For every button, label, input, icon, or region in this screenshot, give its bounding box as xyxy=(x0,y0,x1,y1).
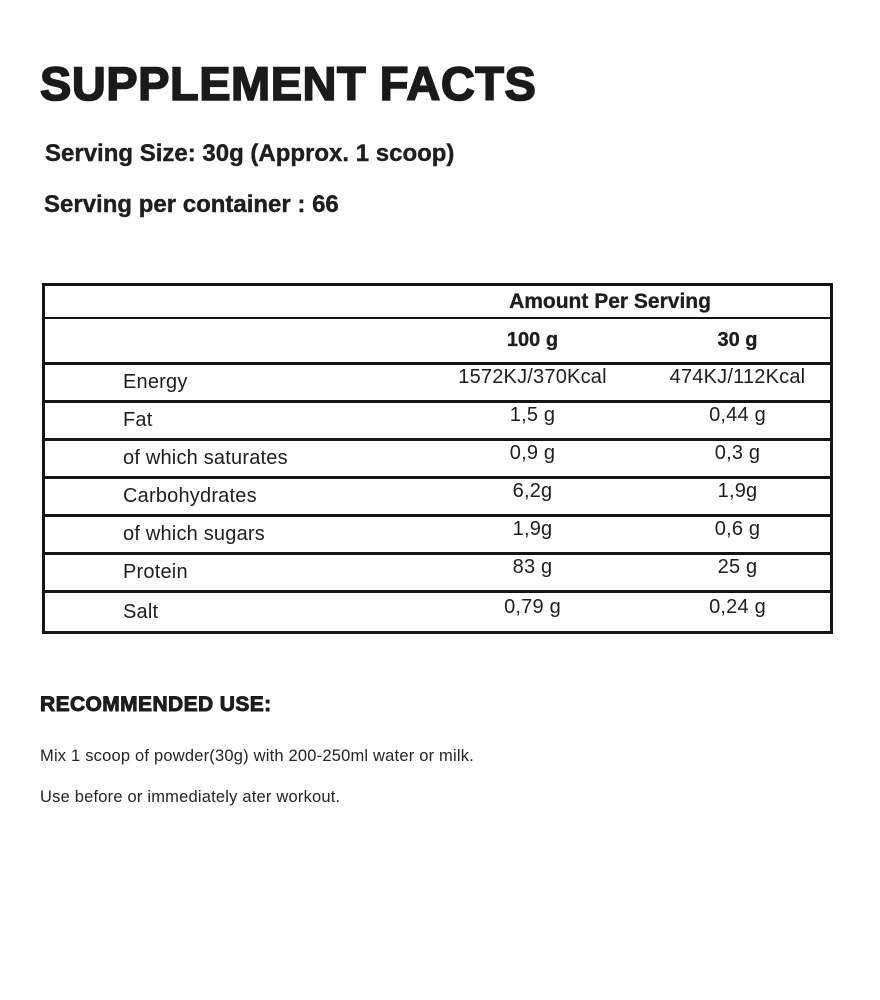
row-value-100g: 0,9 g xyxy=(509,442,556,464)
row-label: Salt xyxy=(123,600,159,623)
row-value-100g: 0,79 g xyxy=(504,595,561,618)
page-title: SUPPLEMENT FACTS xyxy=(39,57,537,110)
table-header-row: Amount Per Serving xyxy=(45,286,830,319)
row-value-30g: 0,24 g xyxy=(709,595,766,618)
table-row-protein: Protein 83 g 25 g xyxy=(45,555,830,593)
row-value-100g: 6,2g xyxy=(512,480,553,502)
row-value-30g: 0,6 g xyxy=(714,518,761,540)
serving-size-text: Serving Size: 30g (Approx. 1 scoop) xyxy=(45,140,455,167)
row-label: of which sugars xyxy=(123,523,265,545)
row-value-30g: 25 g xyxy=(717,556,758,578)
table-row-fat: Fat 1,5 g 0,44 g xyxy=(45,403,830,441)
row-label: Carbohydrates xyxy=(123,485,257,507)
supplement-facts-table: Amount Per Serving 100 g 30 g Energy 157… xyxy=(42,283,833,634)
row-value-100g: 1572KJ/370Kcal xyxy=(458,366,607,388)
row-value-100g: 83 g xyxy=(512,556,553,578)
column-header-row: 100 g 30 g xyxy=(45,319,830,365)
usage-instruction-line: Use before or immediately ater workout. xyxy=(40,788,341,806)
table-row-salt: Salt 0,79 g 0,24 g xyxy=(45,593,830,631)
usage-instruction-line: Mix 1 scoop of powder(30g) with 200-250m… xyxy=(40,747,474,765)
table-row-saturates: of which saturates 0,9 g 0,3 g xyxy=(45,441,830,479)
table-row-carbohydrates: Carbohydrates 6,2g 1,9g xyxy=(45,479,830,517)
table-row-energy: Energy 1572KJ/370Kcal 474KJ/112Kcal xyxy=(45,365,830,403)
servings-per-container-text: Serving per container : 66 xyxy=(44,191,339,218)
table-row-sugars: of which sugars 1,9g 0,6 g xyxy=(45,517,830,555)
row-label: Energy xyxy=(123,371,188,393)
row-value-30g: 0,44 g xyxy=(709,404,766,426)
row-value-30g: 474KJ/112Kcal xyxy=(669,366,806,388)
column-header-30g: 30 g xyxy=(717,329,758,351)
row-value-30g: 1,9g xyxy=(717,480,758,502)
row-value-30g: 0,3 g xyxy=(714,442,761,464)
column-header-100g: 100 g xyxy=(506,329,559,351)
row-value-100g: 1,5 g xyxy=(509,404,556,426)
row-value-100g: 1,9g xyxy=(512,518,553,540)
amount-per-serving-header: Amount Per Serving xyxy=(509,289,711,313)
row-label: of which saturates xyxy=(123,447,288,469)
recommended-use-heading: RECOMMENDED USE: xyxy=(40,693,272,716)
row-label: Fat xyxy=(123,409,153,431)
row-label: Protein xyxy=(123,561,188,583)
